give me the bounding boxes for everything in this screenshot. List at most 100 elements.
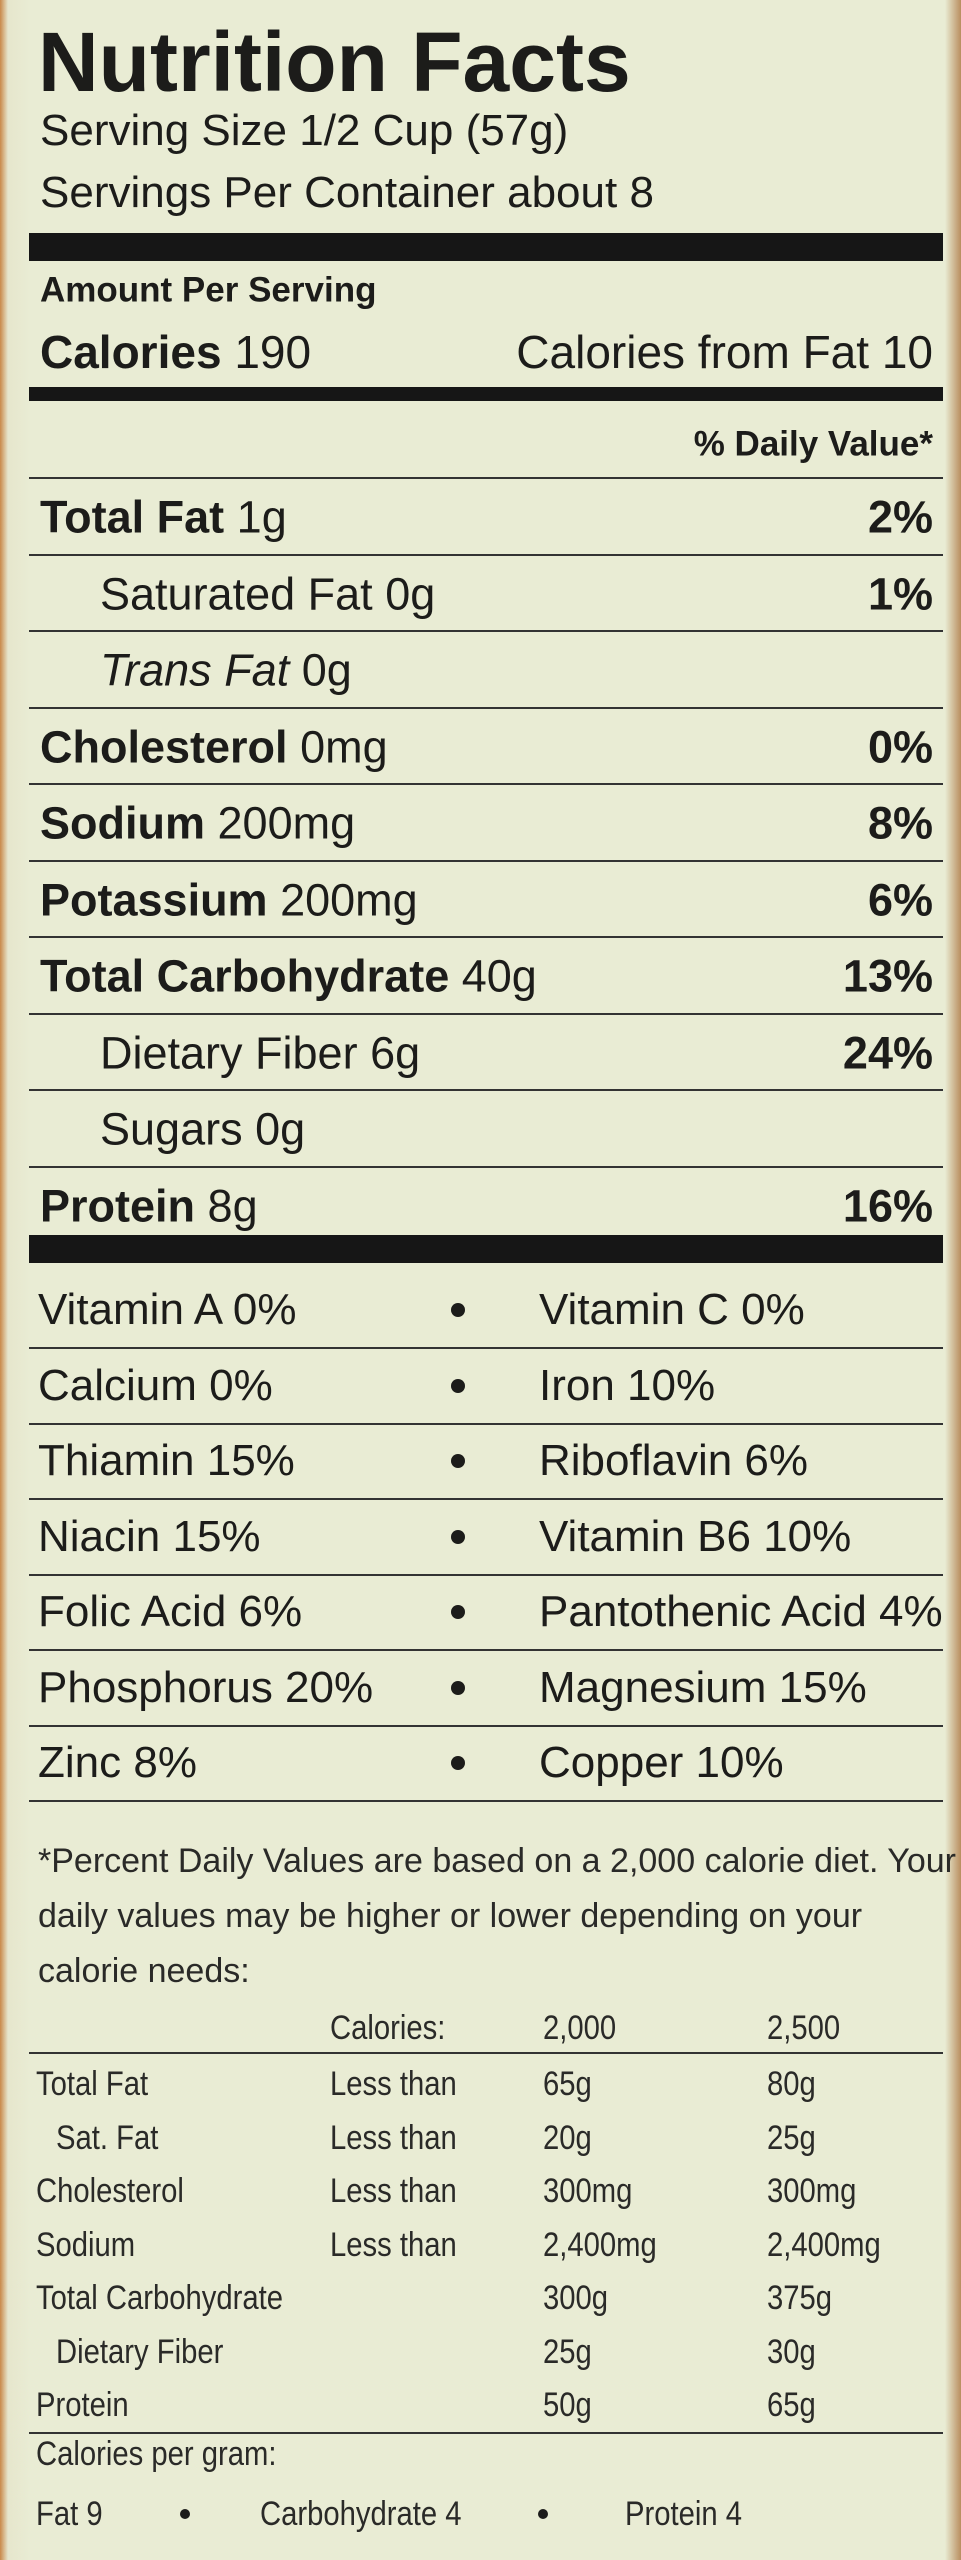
- calories-per-gram-item: Carbohydrate 4: [260, 2495, 462, 2533]
- rule: [29, 2432, 943, 2434]
- nutrient-name: Sugars: [100, 1103, 243, 1155]
- nutrient-amount: 40g: [461, 950, 537, 1002]
- vitamin: Folic Acid 6%: [38, 1587, 303, 1636]
- thick-rule: [29, 1235, 943, 1263]
- vitamin: Calcium 0%: [38, 1360, 273, 1410]
- thick-rule: [29, 233, 943, 261]
- nutrient-amount: 1g: [236, 491, 287, 543]
- nutrient-row: Total Carbohydrate 40g: [40, 954, 537, 999]
- rule: [29, 859, 943, 862]
- nutrient-name: Saturated Fat: [100, 568, 373, 619]
- table-cell: 25g: [767, 2118, 816, 2157]
- bullet: [451, 1378, 465, 1393]
- bullet: [451, 1454, 465, 1468]
- rule: [29, 1089, 943, 1091]
- bullet: [451, 1303, 465, 1317]
- serving-size: Serving Size 1/2 Cup (57g): [40, 106, 569, 155]
- rule: [29, 553, 943, 556]
- calories-per-gram-title: Calories per gram:: [36, 2435, 277, 2473]
- rule: [29, 2052, 943, 2054]
- table-cell: 25g: [543, 2332, 592, 2371]
- nutrient-name: Protein: [40, 1180, 196, 1231]
- table-cell: Sodium: [36, 2225, 136, 2264]
- nutrient-amount: 0g: [301, 644, 352, 696]
- table-cell: Less than: [330, 2118, 457, 2157]
- calories-value: 190: [234, 326, 312, 378]
- table-header: 2,500: [767, 2009, 841, 2047]
- table-cell: 300mg: [767, 2172, 857, 2210]
- nutrient-row: Cholesterol 0mg: [40, 724, 388, 769]
- servings-per-container: Servings Per Container about 8: [40, 168, 654, 217]
- rule: [29, 1649, 943, 1651]
- nutrient-dv: 8%: [867, 797, 933, 849]
- bullet: [538, 2509, 548, 2519]
- rule: [29, 783, 943, 785]
- table-cell: 2,400mg: [767, 2225, 881, 2264]
- calories-per-gram-item: Fat 9: [36, 2495, 103, 2533]
- vitamin: Zinc 8%: [38, 1738, 197, 1787]
- footnote-line: calorie needs:: [38, 1952, 250, 1990]
- bullet: [451, 1529, 465, 1544]
- table-header: Calories:: [330, 2009, 446, 2047]
- calories-per-gram-item: Protein 4: [625, 2495, 743, 2533]
- table-cell: 50g: [543, 2386, 592, 2424]
- bullet: [451, 1680, 465, 1695]
- title: Nutrition Facts: [38, 15, 631, 109]
- table-cell: 375g: [767, 2279, 833, 2317]
- table-cell: 30g: [767, 2332, 816, 2371]
- vitamin: Phosphorus 20%: [38, 1662, 374, 1712]
- table-cell: Cholesterol: [36, 2172, 184, 2210]
- table-cell: 300g: [543, 2279, 609, 2317]
- nutrient-amount: 6g: [370, 1027, 421, 1078]
- nutrient-dv: 24%: [842, 1027, 933, 1078]
- nutrient-row: Protein 8g: [40, 1183, 258, 1228]
- rule: [29, 1800, 943, 1802]
- nutrient-amount: 200mg: [217, 797, 356, 849]
- vitamin: Iron 10%: [539, 1360, 716, 1410]
- nutrient-row: Dietary Fiber 6g: [100, 1030, 420, 1075]
- rule: [29, 1498, 943, 1500]
- table-cell: 80g: [767, 2065, 816, 2103]
- table-cell: Less than: [330, 2065, 457, 2103]
- vitamin: Riboflavin 6%: [539, 1436, 809, 1485]
- calories-label: Calories: [40, 326, 222, 378]
- table-cell: 65g: [543, 2065, 592, 2103]
- rule: [29, 1012, 943, 1015]
- rule: [29, 936, 943, 938]
- vitamin: Pantothenic Acid 4%: [539, 1587, 943, 1636]
- rule: [29, 1347, 943, 1349]
- nutrient-row: Saturated Fat 0g: [100, 571, 435, 616]
- nutrient-amount: 8g: [207, 1180, 258, 1231]
- calories-from-fat: Calories from Fat 10: [516, 326, 933, 378]
- vitamin: Niacin 15%: [38, 1511, 261, 1561]
- vitamin: Vitamin A 0%: [38, 1285, 297, 1334]
- table-header: 2,000: [543, 2009, 617, 2047]
- nutrient-dv: 1%: [867, 568, 933, 619]
- nutrient-name: Total Fat: [40, 491, 225, 543]
- bullet: [451, 1605, 465, 1619]
- rule: [29, 1573, 943, 1576]
- nutrient-dv: 2%: [867, 491, 933, 543]
- table-cell: 20g: [543, 2118, 592, 2157]
- calories-row: Calories 190: [40, 329, 311, 375]
- nutrient-name: Potassium: [40, 874, 268, 925]
- footnote-line: daily values may be higher or lower depe…: [38, 1897, 863, 1935]
- nutrient-name: Dietary Fiber: [100, 1027, 358, 1078]
- rule: [29, 1724, 943, 1727]
- vitamin: Magnesium 15%: [539, 1662, 867, 1712]
- nutrient-dv: 16%: [842, 1180, 933, 1231]
- nutrient-amount: 200mg: [280, 874, 418, 925]
- footnote-line: *Percent Daily Values are based on a 2,0…: [38, 1842, 956, 1880]
- table-cell: Total Carbohydrate: [36, 2279, 284, 2317]
- nutrient-name: Cholesterol: [40, 721, 288, 772]
- amount-per-serving: Amount Per Serving: [40, 270, 377, 310]
- table-cell: 65g: [767, 2386, 816, 2424]
- nutrient-dv: 13%: [842, 950, 933, 1002]
- bullet: [451, 1756, 465, 1770]
- rule: [29, 1422, 943, 1425]
- table-cell: Total Fat: [36, 2065, 149, 2103]
- nutrient-row: Trans Fat 0g: [100, 648, 352, 693]
- nutrient-name: Sodium: [40, 797, 205, 849]
- medium-rule: [29, 387, 943, 401]
- nutrient-row: Potassium 200mg: [40, 877, 418, 922]
